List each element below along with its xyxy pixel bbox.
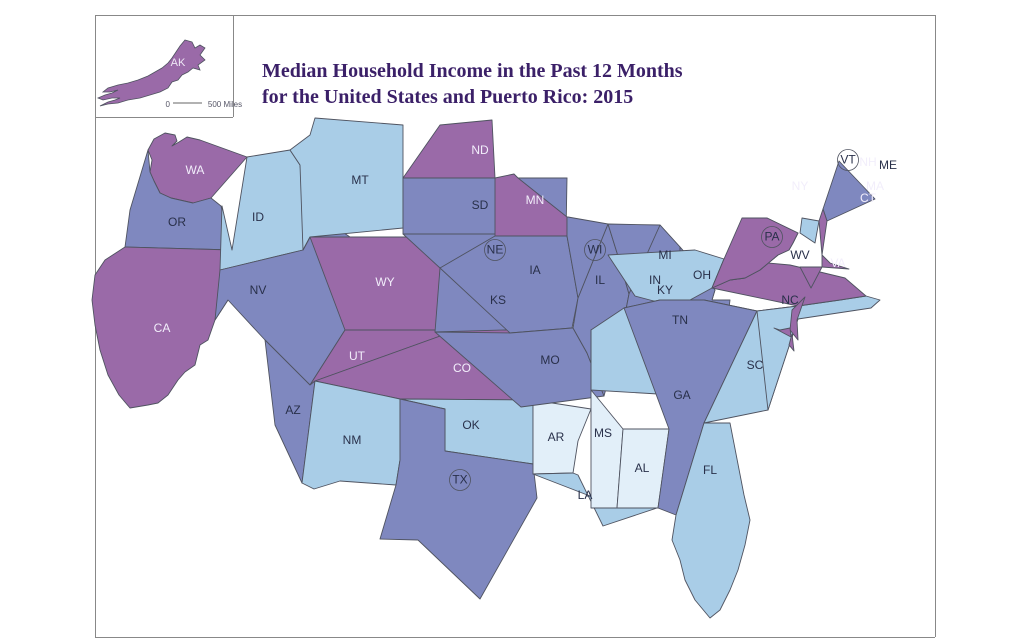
svg-text:0: 0: [166, 100, 171, 109]
svg-text:AK: AK: [171, 57, 186, 69]
svg-text:500 Miles: 500 Miles: [208, 100, 242, 109]
